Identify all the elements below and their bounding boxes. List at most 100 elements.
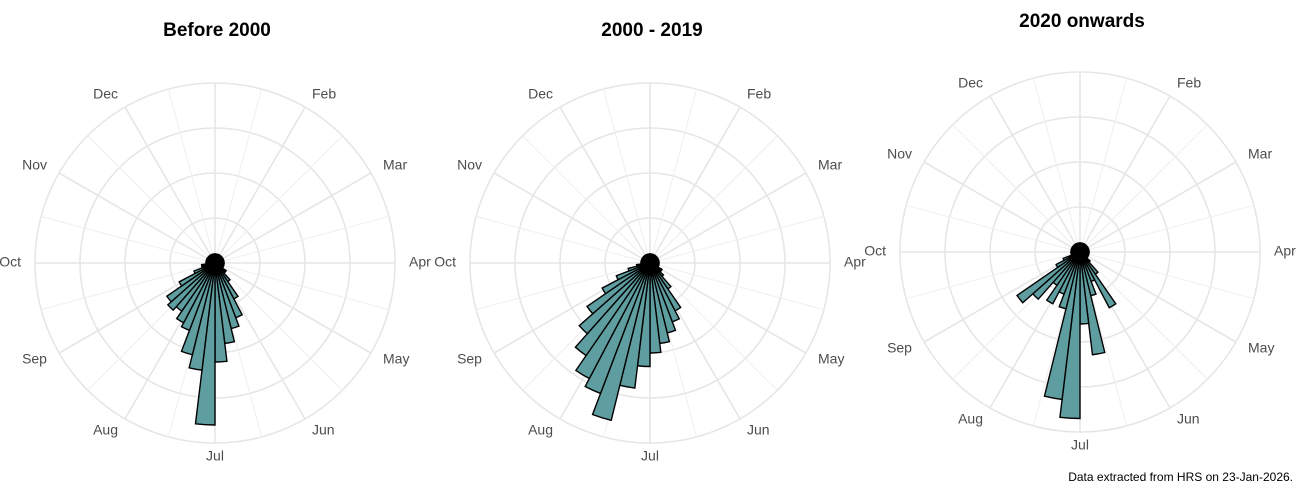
bar	[578, 262, 651, 335]
month-label: Dec	[528, 86, 553, 102]
spoke	[559, 106, 651, 264]
polar-chart: 2000 - 2019 Feb Mar Apr May Jun Jul Aug Sep Oct No…	[434, 20, 866, 464]
minor-spoke	[1079, 204, 1254, 253]
month-label: Feb	[1177, 75, 1201, 91]
month-label: Feb	[747, 86, 771, 102]
minor-spoke	[906, 251, 1081, 300]
spoke	[214, 262, 372, 354]
minor-spoke	[906, 204, 1081, 253]
month-label: Aug	[958, 411, 983, 427]
bar	[615, 262, 651, 281]
month-label: Sep	[457, 351, 482, 367]
caption: Data extracted from HRS on 23-Jan-2026.	[1068, 470, 1293, 484]
chart-title: 2020 onwards	[1019, 11, 1145, 32]
month-label: Apr	[409, 254, 431, 270]
minor-spoke	[1079, 78, 1128, 253]
month-label: Sep	[22, 351, 47, 367]
minor-spoke	[167, 89, 216, 264]
month-label: Oct	[864, 243, 886, 259]
month-label: Apr	[844, 254, 866, 270]
month-label: Mar	[1248, 146, 1272, 162]
bar	[1078, 242, 1081, 253]
minor-spoke	[1032, 78, 1081, 253]
spoke	[923, 161, 1081, 253]
bar	[213, 253, 216, 264]
minor-spoke	[649, 135, 778, 264]
minor-spoke	[649, 262, 778, 391]
minor-spoke	[649, 215, 824, 264]
month-label: May	[1248, 340, 1274, 356]
month-label: Jul	[1071, 437, 1089, 453]
spoke	[1079, 95, 1171, 253]
month-label: Sep	[887, 340, 912, 356]
spoke	[214, 172, 372, 264]
spoke	[124, 106, 216, 264]
spoke	[493, 172, 651, 264]
month-label: Dec	[958, 75, 983, 91]
minor-spoke	[214, 135, 343, 264]
bar	[166, 262, 216, 312]
month-label: Feb	[312, 86, 336, 102]
chart-title: 2000 - 2019	[601, 20, 702, 41]
month-label: Aug	[93, 422, 118, 438]
minor-spoke	[214, 215, 389, 264]
bar	[1079, 251, 1106, 356]
spoke	[649, 262, 807, 354]
bar	[648, 253, 651, 264]
spoke	[989, 95, 1081, 253]
bar	[165, 262, 216, 303]
minor-spoke	[476, 262, 651, 311]
minor-spoke	[41, 262, 216, 311]
minor-spoke	[649, 89, 698, 264]
spoke	[58, 172, 216, 264]
month-label: Mar	[383, 157, 407, 173]
bar	[574, 262, 651, 357]
minor-spoke	[214, 262, 389, 311]
minor-spoke	[602, 89, 651, 264]
month-label: Jun	[1177, 411, 1200, 427]
spoke	[649, 106, 741, 264]
minor-spoke	[1079, 251, 1254, 300]
minor-spoke	[214, 262, 343, 391]
minor-spoke	[952, 124, 1081, 253]
month-label: Nov	[457, 157, 482, 173]
minor-spoke	[649, 262, 824, 311]
minor-spoke	[522, 135, 651, 264]
month-label: Oct	[0, 254, 21, 270]
month-label: Apr	[1274, 243, 1296, 259]
month-label: May	[818, 351, 844, 367]
bar	[601, 262, 651, 295]
minor-spoke	[87, 135, 216, 264]
month-label: Jun	[312, 422, 335, 438]
month-label: Nov	[887, 146, 912, 162]
month-label: Jul	[206, 448, 224, 464]
bar	[574, 262, 651, 380]
month-label: Dec	[93, 86, 118, 102]
month-label: Mar	[818, 157, 842, 173]
bar	[586, 262, 651, 315]
month-label: May	[383, 351, 409, 367]
spoke	[923, 251, 1081, 343]
bar	[584, 262, 651, 395]
polar-chart: Before 2000 Feb Mar Apr May Jun Jul Aug Sep Oct No…	[0, 20, 431, 464]
minor-spoke	[214, 89, 263, 264]
spoke	[1079, 161, 1237, 253]
minor-spoke	[476, 215, 651, 264]
polar-chart: 2020 onwards Feb Mar Apr May Jun Jul Aug Sep Oct N…	[864, 11, 1296, 453]
spoke	[649, 172, 807, 264]
bar	[1079, 251, 1117, 309]
month-label: Jun	[747, 422, 770, 438]
spoke	[1079, 251, 1237, 343]
month-label: Aug	[528, 422, 553, 438]
spoke	[214, 106, 306, 264]
minor-spoke	[1079, 124, 1208, 253]
bar	[1016, 251, 1081, 304]
bar	[178, 262, 216, 287]
month-label: Jul	[641, 448, 659, 464]
month-label: Oct	[434, 254, 456, 270]
month-label: Nov	[22, 157, 47, 173]
minor-spoke	[1079, 251, 1208, 380]
chart-title: Before 2000	[163, 20, 271, 41]
minor-spoke	[41, 215, 216, 264]
